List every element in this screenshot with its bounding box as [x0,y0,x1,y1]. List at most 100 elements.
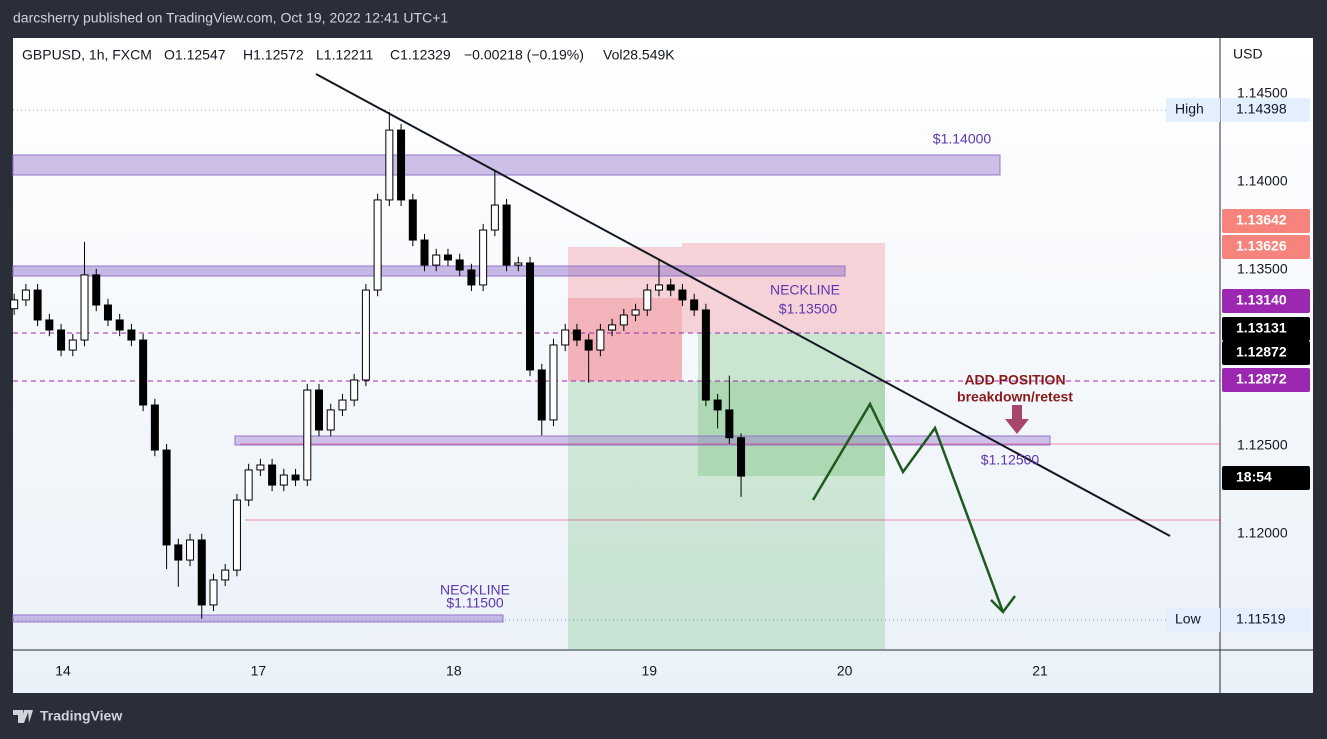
x-tick-label: 20 [837,663,853,679]
candle-body [338,399,347,411]
y-tick-label: 1.13500 [1237,261,1288,277]
candle-body [80,274,89,341]
zone [12,154,1001,176]
candle-body [397,129,406,201]
candle-body [655,284,663,291]
candle-body [584,339,593,351]
candle-body [549,344,558,421]
price-badge-label: 1.11519 [1236,611,1286,627]
candle-body [373,199,382,291]
x-tick-label: 19 [641,663,657,679]
candle-body [139,339,148,406]
candle-body [608,324,617,331]
zone [12,265,846,277]
candle-body [279,474,288,486]
badge-tag: High [1175,101,1204,117]
candle-body [350,379,359,401]
price-badge-label: 1.14398 [1236,101,1287,117]
price-badge [1222,317,1310,341]
annotation: $1.12500 [981,452,1040,468]
candle-body [678,289,687,301]
candle-body [514,262,523,266]
candle-body [21,289,30,301]
annotation: NECKLINE [770,282,840,298]
candle-body [690,299,699,311]
x-tick-label: 17 [251,663,267,679]
currency: USD [1233,46,1263,62]
price-badge-label: 1.13626 [1236,238,1287,254]
candle-body [479,229,488,286]
price-badge-label: 1.13642 [1236,212,1287,228]
ohlc: O1.12547 [164,47,226,63]
drawings [12,73,1220,650]
price-badge [1222,235,1310,259]
candle-body [115,319,124,331]
candle-body [643,289,652,311]
zone [234,435,1051,446]
price-badge-label: 18:54 [1236,469,1272,485]
candle-body [361,289,370,381]
candle-body [291,474,300,481]
candle-body [315,389,323,431]
x-tick-label: 18 [446,663,462,679]
candle-body [443,254,452,261]
brand: TradingView [40,708,122,724]
candles [10,111,746,619]
badge-tag-bg [1166,98,1220,122]
price-badge [1222,209,1310,233]
projection [811,401,1005,613]
price-badge [1222,289,1310,313]
panel [13,38,1313,693]
candle-body [186,539,195,561]
stop-zone [568,298,682,381]
ohlc: C1.12329 [390,47,451,63]
candle-body [92,274,101,306]
candle-body [221,569,230,581]
annotation: NECKLINE [440,582,510,598]
projection-head [990,595,1016,614]
trendline [315,73,1171,537]
price-badge-label: 1.12872 [1236,371,1287,387]
header: GBPUSD, 1h, FXCM O1.12547 H1.12572 L1.12… [22,47,675,63]
candle-body [420,239,429,266]
price-badge [1222,341,1310,365]
symbol: GBPUSD, 1h, FXCM [22,47,152,63]
annotation: $1.13500 [779,301,838,317]
ohlc: H1.12572 [243,47,304,63]
price-badge [1222,98,1310,122]
annotation: breakdown/retest [957,389,1073,405]
candle-body [268,464,277,486]
badge-tag-bg [1166,608,1220,632]
candle-body [631,309,640,316]
candle-body [561,329,570,346]
candle-body [68,339,77,351]
badge-tag: Low [1175,611,1202,627]
candle-body [737,437,746,477]
logo-mark [13,710,33,723]
candle-body [467,269,476,286]
candle-body [256,464,265,471]
candle-body [232,499,241,571]
candle-body [490,204,499,231]
price-badge [1222,368,1310,392]
target-zone [698,333,885,476]
candle-body [713,399,722,411]
publisher: darcsherry published on TradingView.com,… [13,10,448,26]
annotation: $1.11500 [446,595,504,611]
candle-body [33,289,42,321]
candle-body [10,299,19,310]
price-badge-label: 1.13131 [1236,320,1287,336]
candle-body [666,284,675,291]
candle-body [103,304,112,321]
y-tick-label: 1.14000 [1237,173,1288,189]
candle-body [385,129,394,201]
candle-body [45,319,54,331]
candle-body [596,329,605,351]
annotation: $1.14000 [933,131,992,147]
candle-body [408,199,417,241]
candle-body [174,544,183,561]
candle-body [150,404,159,451]
candle-body [526,262,535,371]
annotation: ADD POSITION [964,372,1065,388]
